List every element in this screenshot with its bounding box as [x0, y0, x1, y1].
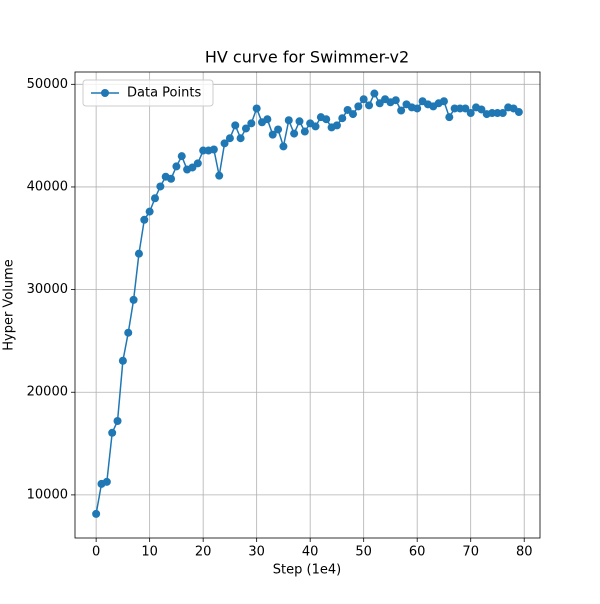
data-point [220, 139, 229, 148]
y-tick-label: 40000 [27, 179, 68, 194]
y-tick-label: 50000 [27, 77, 68, 92]
data-point [397, 106, 406, 115]
data-point [134, 249, 143, 258]
data-point [290, 129, 299, 138]
data-point [348, 110, 357, 119]
x-tick-label: 50 [355, 545, 372, 560]
data-point [284, 116, 293, 125]
data-point [300, 127, 309, 136]
data-point [439, 97, 448, 106]
data-point [391, 96, 400, 105]
data-point [370, 89, 379, 98]
data-point [247, 119, 256, 128]
data-point [156, 182, 165, 191]
data-point [241, 124, 250, 133]
data-point [252, 104, 261, 113]
data-point [225, 134, 234, 143]
y-axis-label: Hyper Volume [2, 259, 17, 351]
x-tick-label: 0 [92, 545, 100, 560]
data-point [108, 428, 117, 437]
data-point [92, 509, 101, 518]
data-point [445, 113, 454, 122]
x-tick-label: 70 [462, 545, 479, 560]
data-point [295, 117, 304, 126]
legend-marker [101, 89, 109, 97]
data-point [498, 109, 507, 118]
x-axis-label: Step (1e4) [273, 563, 341, 578]
data-point [274, 125, 283, 134]
data-point [172, 162, 181, 171]
data-point [514, 108, 523, 117]
data-point [209, 145, 218, 154]
data-point [332, 121, 341, 130]
x-tick-label: 30 [248, 545, 265, 560]
data-point [177, 152, 186, 161]
data-point [354, 102, 363, 111]
chart-title: HV curve for Swimmer-v2 [205, 48, 409, 67]
x-tick-label: 10 [141, 545, 158, 560]
y-tick-label: 10000 [27, 487, 68, 502]
data-point [167, 174, 176, 183]
data-point [338, 114, 347, 123]
data-point [193, 159, 202, 168]
data-point [413, 104, 422, 113]
data-point [359, 95, 368, 104]
data-point [113, 416, 122, 425]
data-point [145, 207, 154, 216]
x-tick-label: 20 [195, 545, 212, 560]
data-point [466, 109, 475, 118]
x-tick-label: 80 [516, 545, 533, 560]
y-tick-label: 30000 [27, 282, 68, 297]
data-point [477, 105, 486, 114]
data-point [461, 104, 470, 113]
data-point [311, 122, 320, 131]
plot-frame [74, 71, 541, 539]
data-point [268, 130, 277, 139]
data-point [236, 134, 245, 143]
legend-label: Data Points [127, 86, 201, 101]
y-tick-label: 20000 [27, 385, 68, 400]
data-point [118, 356, 127, 365]
x-tick-label: 60 [409, 545, 426, 560]
x-tick-label: 40 [302, 545, 319, 560]
legend-box [82, 79, 214, 107]
data-point [231, 121, 240, 130]
data-point [102, 477, 111, 486]
data-point [215, 171, 224, 180]
data-point [150, 194, 159, 203]
data-point [129, 295, 138, 304]
data-point [124, 328, 133, 337]
data-point [140, 215, 149, 224]
data-point [263, 115, 272, 124]
data-point [279, 142, 288, 151]
data-point [365, 101, 374, 110]
data-point [322, 115, 331, 124]
